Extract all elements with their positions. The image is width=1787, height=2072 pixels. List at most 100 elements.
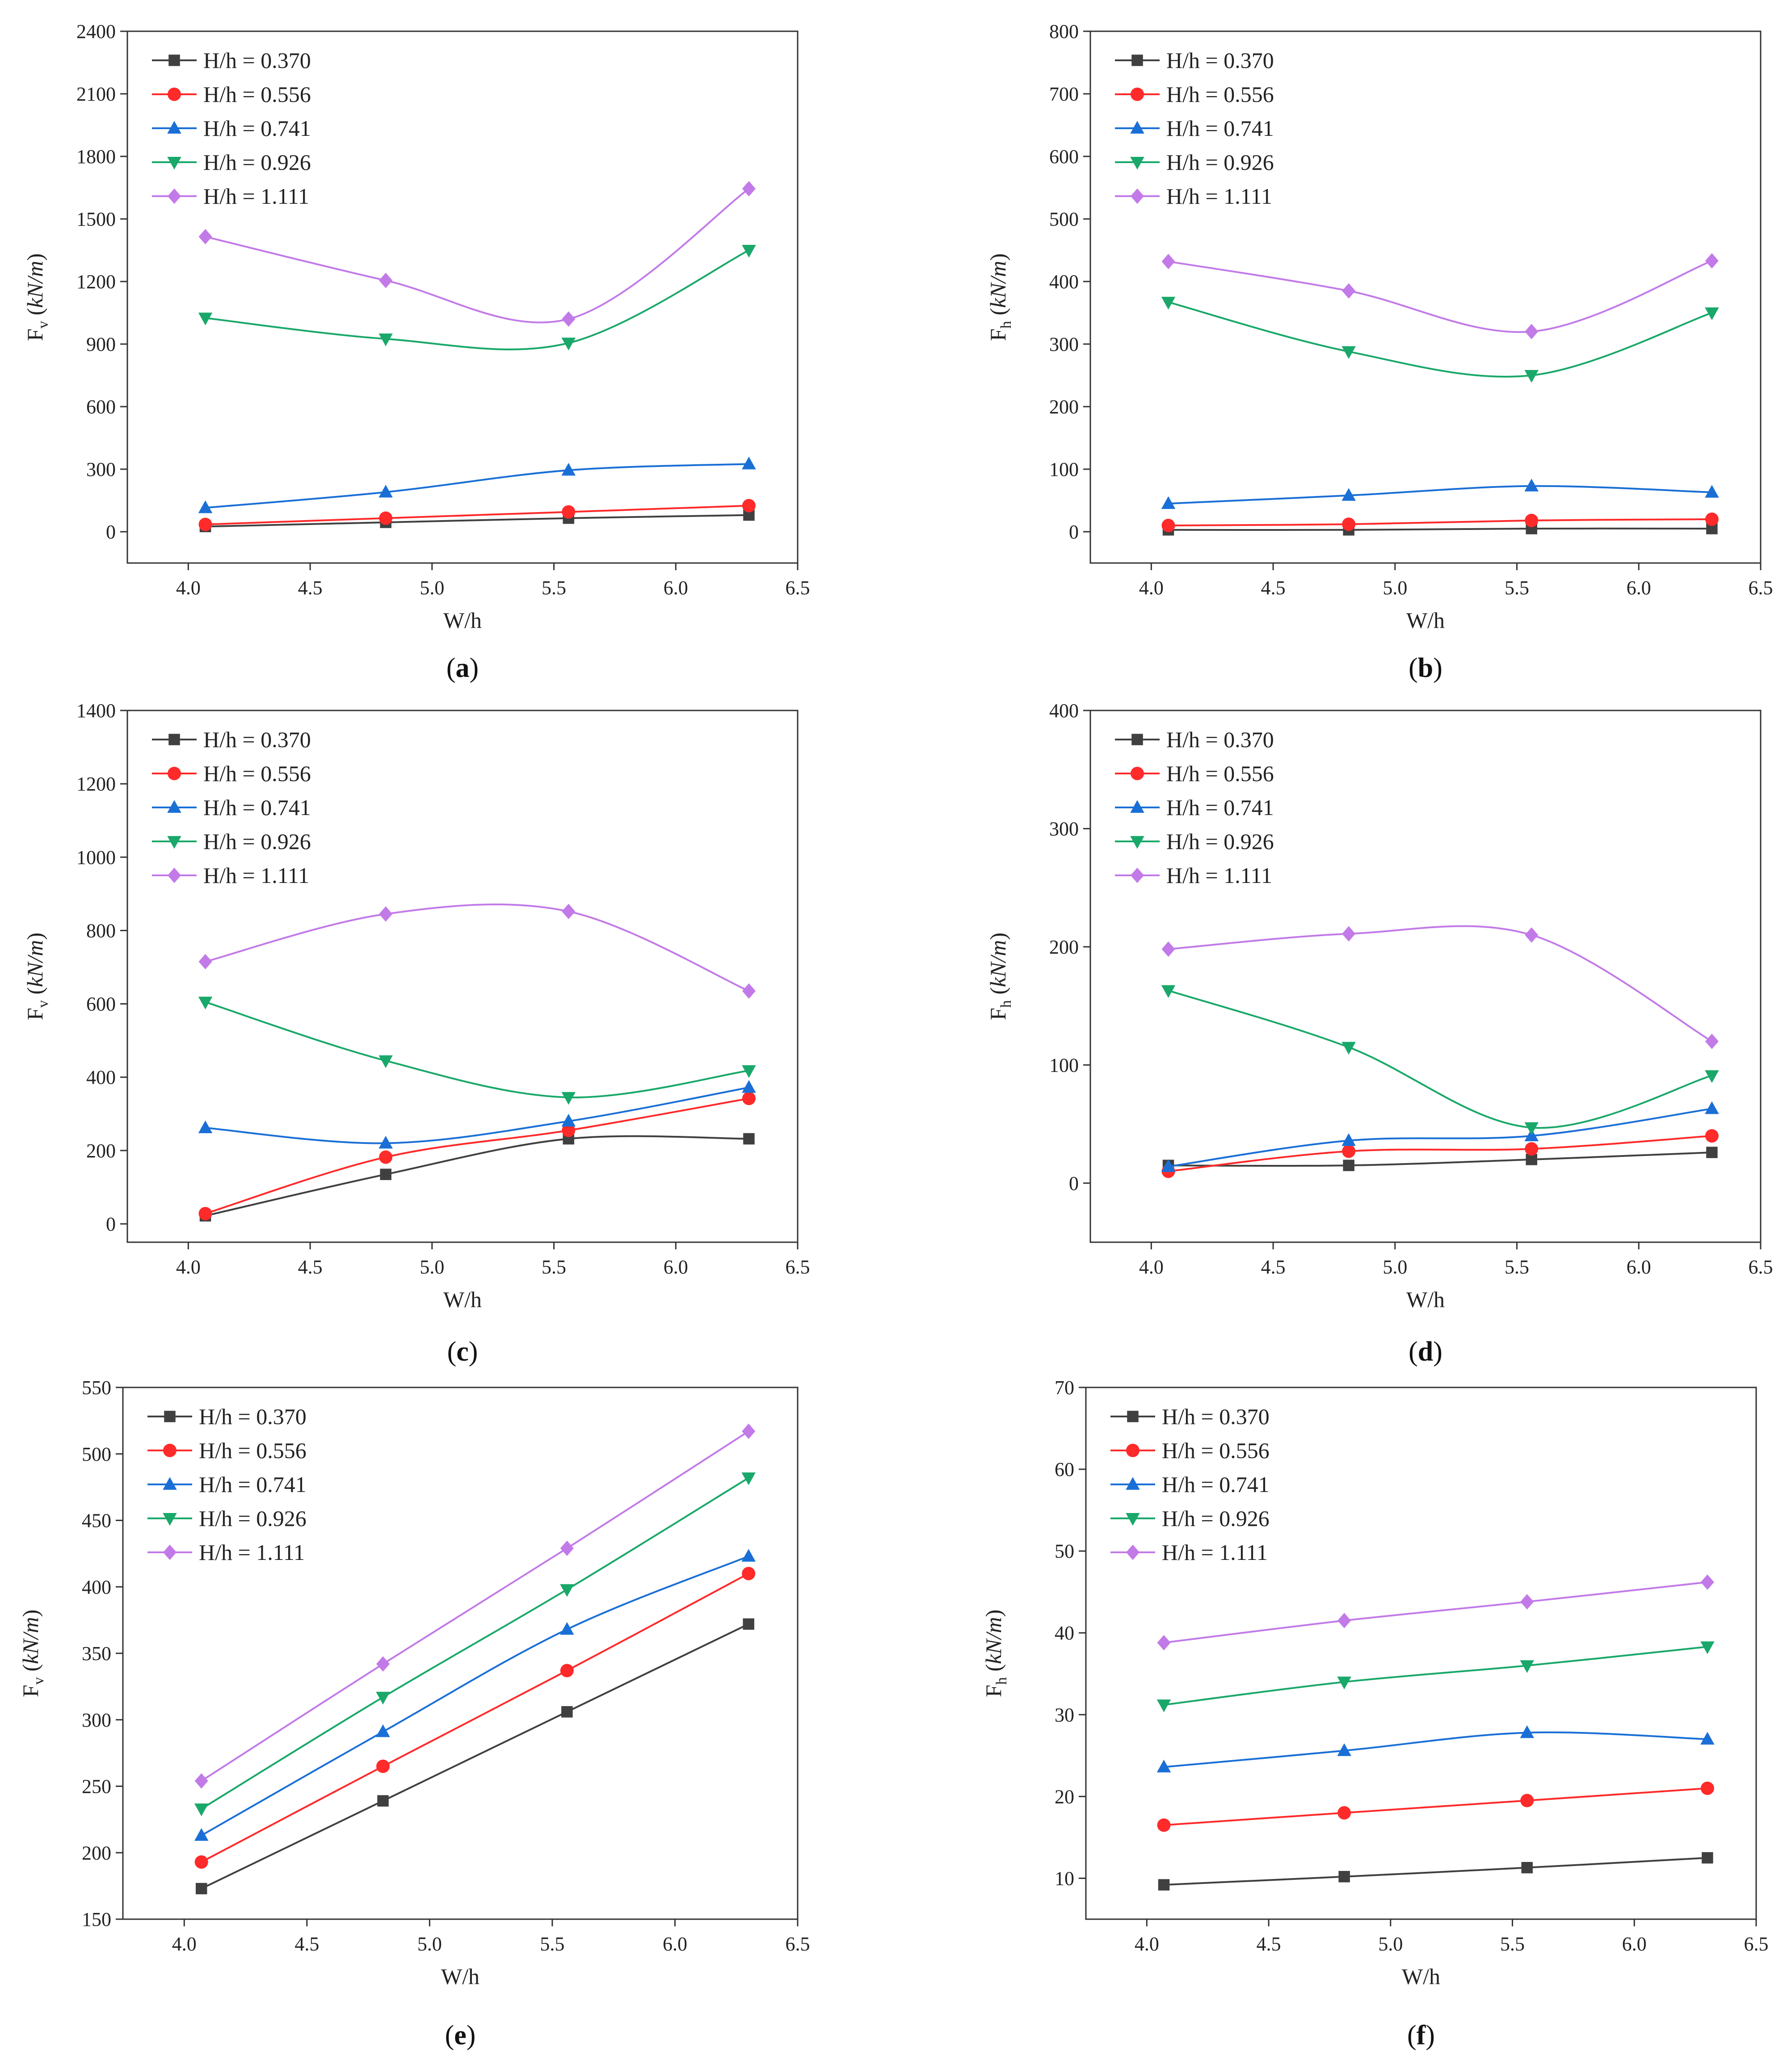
series-line-e-0 bbox=[201, 1623, 749, 1890]
series-line-d-2 bbox=[1168, 1108, 1712, 1168]
data-point-f-1 bbox=[1157, 1818, 1171, 1832]
legend-entry-e-4: H/h = 1.111 bbox=[199, 1540, 305, 1565]
x-tick-label-e: 4.5 bbox=[294, 1933, 319, 1955]
legend-entry-a-0: H/h = 0.370 bbox=[203, 48, 311, 73]
data-point-d-3 bbox=[1161, 985, 1176, 998]
x-tick-label-e: 6.5 bbox=[786, 1933, 810, 1955]
data-point-d-2 bbox=[1341, 1133, 1356, 1146]
y-tick-label-e: 450 bbox=[82, 1510, 111, 1532]
plot-frame-c bbox=[126, 710, 799, 1243]
legend-marker-c-4 bbox=[168, 867, 181, 883]
legend-marker-f-2 bbox=[1126, 1477, 1140, 1490]
legend-entry-e-2: H/h = 0.741 bbox=[199, 1472, 307, 1497]
data-point-d-3 bbox=[1705, 1070, 1719, 1083]
x-tick-label-b: 5.5 bbox=[1505, 577, 1529, 599]
data-point-e-0 bbox=[377, 1795, 389, 1807]
panel-label-e: (e) bbox=[445, 2020, 476, 2051]
legend-marker-d-4 bbox=[1131, 867, 1144, 883]
data-point-f-3 bbox=[1700, 1641, 1715, 1654]
y-tick-label-a: 1800 bbox=[76, 146, 116, 168]
series-line-b-3 bbox=[1168, 301, 1712, 378]
data-point-a-1 bbox=[562, 505, 576, 519]
chart-panel-f: 4.0 4.5 5.0 5.5 6.0 6.5 10 20 30 40 50 60 70 W/h Fh (k… bbox=[981, 1377, 1769, 2051]
x-tick-label-a: 6.0 bbox=[664, 577, 688, 599]
data-point-f-4 bbox=[1520, 1594, 1534, 1610]
data-point-c-3 bbox=[378, 1055, 393, 1068]
data-point-d-0 bbox=[1706, 1147, 1718, 1158]
data-point-a-2 bbox=[198, 500, 213, 513]
plot-frame-e bbox=[122, 1387, 799, 1920]
series-line-f-0 bbox=[1164, 1857, 1708, 1886]
legend-marker-f-0 bbox=[1127, 1411, 1139, 1422]
y-axis-label-e: Fv (kN/m) bbox=[18, 1610, 47, 1697]
y-tick-label-f: 60 bbox=[1055, 1458, 1074, 1480]
data-point-e-2 bbox=[194, 1828, 209, 1841]
data-point-e-2 bbox=[376, 1724, 390, 1737]
y-tick-label-a: 2100 bbox=[76, 83, 116, 105]
legend-entry-b-1: H/h = 0.556 bbox=[1166, 82, 1274, 107]
x-tick-label-e: 4.0 bbox=[172, 1933, 197, 1955]
data-point-d-1 bbox=[1525, 1142, 1539, 1156]
series-line-e-3 bbox=[201, 1477, 749, 1810]
data-point-d-0 bbox=[1526, 1154, 1538, 1165]
data-point-f-2 bbox=[1520, 1725, 1535, 1738]
legend-entry-a-1: H/h = 0.556 bbox=[203, 82, 311, 107]
y-tick-label-a: 1200 bbox=[76, 271, 116, 293]
y-tick-label-e: 350 bbox=[82, 1643, 111, 1664]
data-point-c-0 bbox=[380, 1168, 391, 1180]
legend-marker-a-1 bbox=[168, 88, 181, 101]
legend-marker-f-1 bbox=[1126, 1444, 1139, 1457]
x-axis-label-e: W/h bbox=[441, 1964, 479, 1989]
data-point-e-4 bbox=[194, 1773, 208, 1789]
plot-frame-b bbox=[1089, 30, 1762, 564]
data-point-a-3 bbox=[561, 337, 576, 351]
data-point-a-2 bbox=[378, 484, 393, 498]
series-line-e-2 bbox=[201, 1555, 749, 1837]
legend-entry-d-1: H/h = 0.556 bbox=[1166, 761, 1274, 786]
data-point-f-2 bbox=[1156, 1759, 1171, 1773]
series-line-e-4 bbox=[201, 1430, 749, 1782]
legend-entry-c-1: H/h = 0.556 bbox=[203, 761, 311, 786]
data-point-b-1 bbox=[1705, 513, 1719, 526]
data-point-f-3 bbox=[1156, 1699, 1171, 1712]
y-tick-label-c: 0 bbox=[106, 1213, 116, 1235]
y-tick-label-c: 600 bbox=[86, 993, 116, 1015]
y-tick-label-b: 0 bbox=[1069, 521, 1079, 543]
y-tick-label-f: 10 bbox=[1055, 1867, 1074, 1889]
x-tick-label-e: 5.5 bbox=[540, 1933, 564, 1955]
x-tick-label-b: 4.0 bbox=[1139, 577, 1164, 599]
data-point-f-2 bbox=[1337, 1743, 1351, 1756]
data-point-f-0 bbox=[1338, 1871, 1350, 1883]
y-tick-label-d: 400 bbox=[1049, 700, 1079, 722]
series-line-d-0 bbox=[1168, 1152, 1712, 1167]
plot-frame-a bbox=[126, 30, 799, 564]
plot-frame-f bbox=[1085, 1387, 1757, 1920]
data-point-f-3 bbox=[1337, 1677, 1351, 1690]
data-point-d-4 bbox=[1342, 926, 1356, 942]
data-point-e-2 bbox=[741, 1549, 756, 1562]
data-point-d-4 bbox=[1705, 1034, 1719, 1049]
data-point-b-2 bbox=[1524, 479, 1539, 492]
y-tick-label-b: 600 bbox=[1049, 146, 1079, 168]
legend-entry-a-4: H/h = 1.111 bbox=[203, 184, 309, 209]
data-point-b-2 bbox=[1705, 485, 1719, 498]
data-point-a-4 bbox=[198, 229, 212, 244]
data-point-e-0 bbox=[743, 1618, 754, 1630]
y-tick-label-b: 300 bbox=[1049, 333, 1079, 355]
y-tick-label-e: 500 bbox=[82, 1443, 111, 1465]
x-tick-label-d: 5.0 bbox=[1383, 1256, 1407, 1278]
legend-entry-a-3: H/h = 0.926 bbox=[203, 150, 311, 175]
data-point-d-2 bbox=[1161, 1159, 1176, 1172]
data-point-d-0 bbox=[1343, 1160, 1354, 1171]
y-tick-label-f: 70 bbox=[1055, 1377, 1074, 1399]
data-point-f-2 bbox=[1700, 1732, 1715, 1745]
data-point-b-3 bbox=[1524, 370, 1539, 383]
data-point-a-1 bbox=[742, 499, 756, 513]
y-tick-label-c: 1000 bbox=[76, 846, 116, 868]
y-tick-label-a: 2400 bbox=[76, 21, 116, 42]
legend-marker-a-3 bbox=[167, 157, 181, 170]
data-point-f-4 bbox=[1700, 1574, 1714, 1590]
series-line-a-2 bbox=[205, 463, 749, 509]
legend-entry-b-0: H/h = 0.370 bbox=[1166, 48, 1274, 73]
legend-marker-b-3 bbox=[1130, 157, 1144, 170]
